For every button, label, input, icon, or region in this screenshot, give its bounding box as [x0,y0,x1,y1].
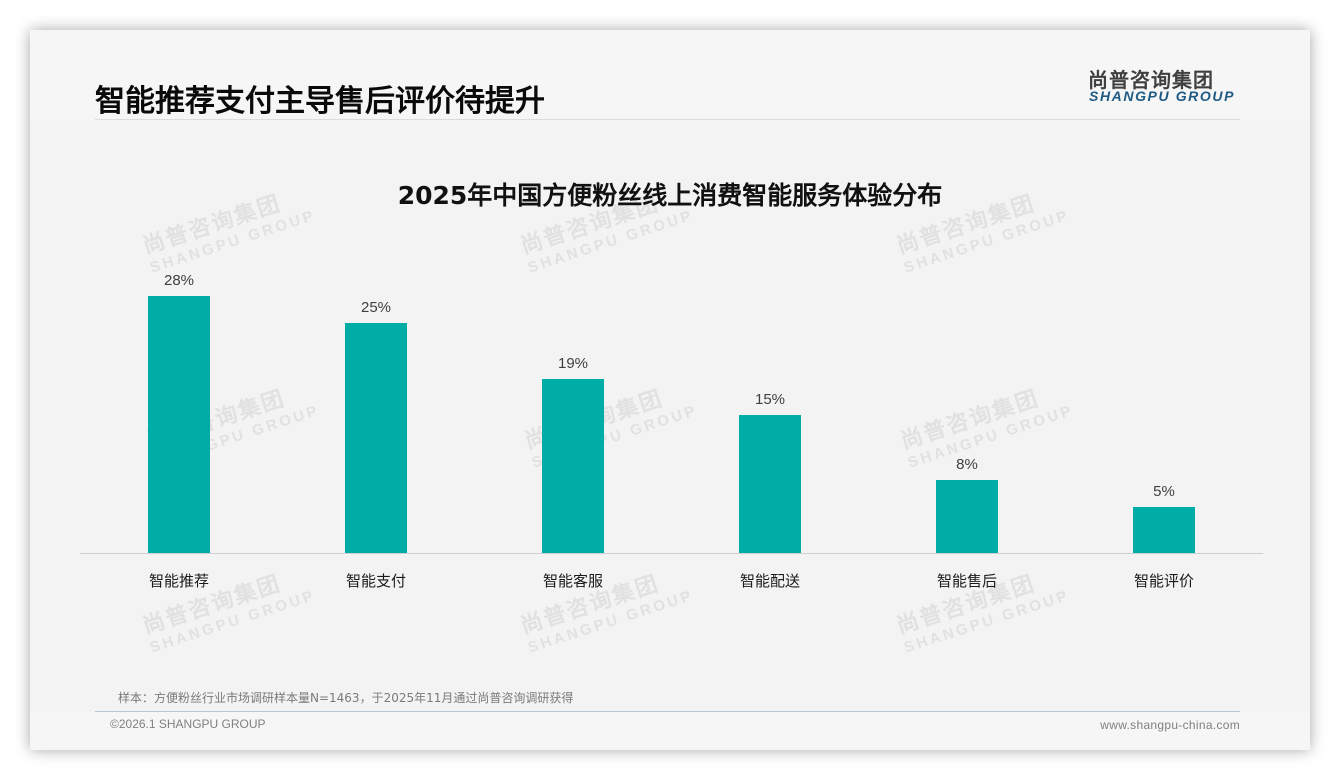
bar [542,379,604,553]
page-title: 智能推荐支付主导售后评价待提升 [95,84,545,119]
x-axis-category-label: 智能配送 [739,572,800,590]
data-label: 28% [163,272,195,289]
data-label: 15% [754,391,786,408]
x-axis-category-label: 智能支付 [345,572,406,590]
x-axis-category-label: 智能客服 [542,572,603,590]
copyright-text: ©2026.1 SHANGPU GROUP [110,717,266,731]
data-label: 19% [557,355,589,372]
footer-divider [95,711,1240,712]
footer-band [30,712,1310,750]
data-label: 25% [360,299,392,316]
chart-title: 2025年中国方便粉丝线上消费智能服务体验分布 [397,181,943,210]
slide-card: 智能推荐支付主导售后评价待提升 尚普咨询集团 SHANGPU GROUP 尚普咨… [30,30,1310,750]
sample-footnote: 样本：方便粉丝行业市场调研样本量N=1463，于2025年11月通过尚普咨询调研… [118,691,574,705]
header-band [30,30,1310,120]
x-axis-category-label: 智能评价 [1133,572,1194,590]
data-label: 5% [1153,483,1175,500]
bar [1133,507,1195,553]
bar [148,296,210,553]
header-divider [95,119,1240,120]
data-label: 8% [956,456,978,473]
brand-logo-en: SHANGPU GROUP [1089,88,1236,104]
bar [936,480,998,553]
bar-chart: 28% 智能推荐 25% 智能支付 19% 智能客服 15% 智能配送 8% 智能售后 5% 智能评价 [30,30,1310,750]
x-axis-category-label: 智能售后 [936,572,997,590]
bar [345,323,407,553]
website-url: www.shangpu-china.com [1100,718,1240,732]
x-axis-line [80,553,1263,554]
brand-logo-cn: 尚普咨询集团 [1088,68,1214,92]
bar [739,415,801,553]
x-axis-category-label: 智能推荐 [148,572,209,590]
